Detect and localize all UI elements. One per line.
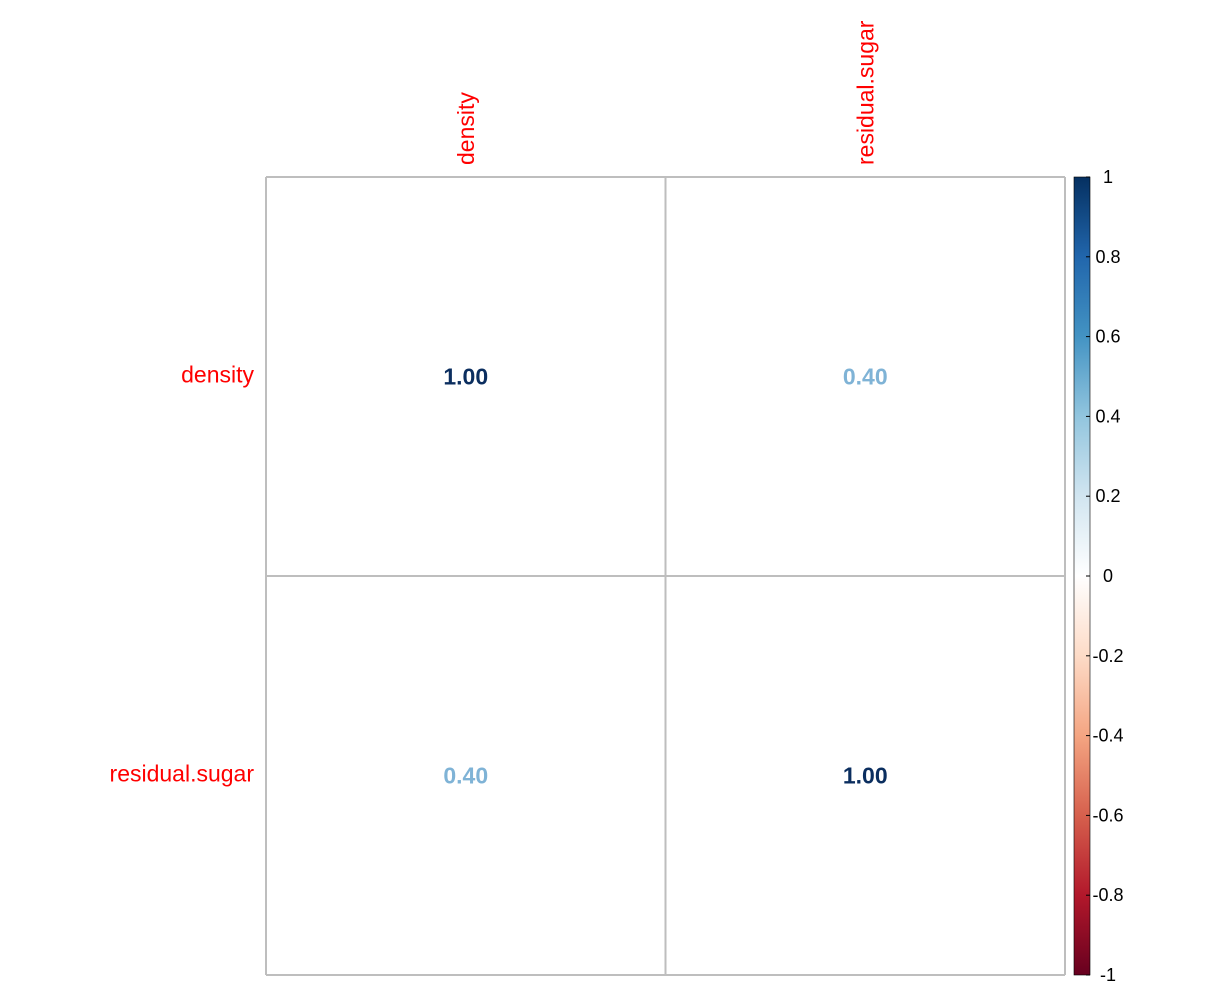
colorbar-tick-label: -1 (1100, 965, 1116, 985)
colorbar-tick-label: 0.4 (1095, 406, 1120, 426)
cell-value-residual.sugar-residual.sugar: 1.00 (843, 763, 888, 789)
colorbar-tick-label: -0.2 (1092, 646, 1123, 666)
colorbar: 1 0.8 0.6 0.4 0.2 0 -0.2 -0.4 -0.6 -0.8 -1 (1073, 167, 1124, 985)
colorbar-tick-label: 0.2 (1095, 486, 1120, 506)
colorbar-tick-label: -0.4 (1092, 726, 1123, 746)
colorbar-tick-label: -0.8 (1092, 885, 1123, 905)
matrix-grid (265, 176, 1066, 976)
row-label-residual.sugar: residual.sugar (110, 761, 255, 787)
colorbar-tick-label: 0.6 (1095, 327, 1120, 347)
colorbar-tick-label: 0.8 (1095, 247, 1120, 267)
cell-value-density-residual.sugar: 0.40 (843, 364, 888, 390)
column-label-density: density (453, 92, 479, 165)
cell-value-residual.sugar-density: 0.40 (443, 763, 488, 789)
column-label-residual.sugar: residual.sugar (852, 20, 878, 165)
matrix-cells: 1.00 0.40 0.40 1.00 (443, 364, 887, 789)
colorbar-tick-label: 0 (1103, 566, 1113, 586)
row-labels: density residual.sugar (110, 362, 255, 787)
column-labels: density residual.sugar (453, 20, 879, 165)
row-label-density: density (181, 362, 254, 388)
colorbar-tick-label: 1 (1103, 167, 1113, 187)
colorbar-tick-label: -0.6 (1092, 805, 1123, 825)
colorbar-ticks: 1 0.8 0.6 0.4 0.2 0 -0.2 -0.4 -0.6 -0.8 -1 (1086, 167, 1124, 985)
cell-value-density-density: 1.00 (443, 364, 488, 390)
